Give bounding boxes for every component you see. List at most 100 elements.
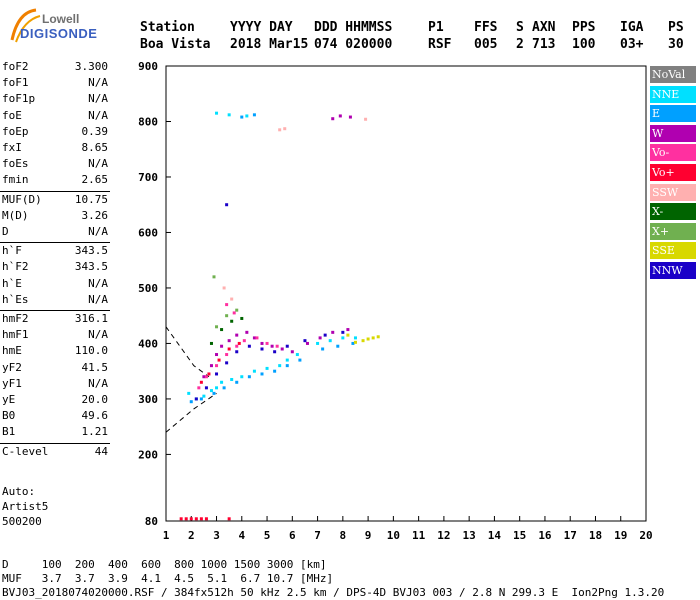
param-value: 316.1 [74,312,108,325]
data-point-vo+ [194,517,198,521]
footer-distance-row: D 100 200 400 600 800 1000 1500 3000 [km… [2,558,327,571]
data-point-e [189,400,193,404]
x-tick-label: 17 [564,529,577,542]
param-value: N/A [88,276,108,290]
param-value: N/A [88,292,108,306]
data-point-nne [215,111,219,115]
legend-item-e: E [650,105,696,123]
data-point-x+ [212,275,216,279]
x-tick-label: 19 [614,529,627,542]
param-row: M(D) 3.26 [2,209,108,225]
param-key: MUF(D) [2,192,42,206]
data-point-e [321,347,325,351]
data-point-e [240,115,244,119]
data-point-sse [371,336,375,340]
param-key: fxI [2,141,22,154]
data-point-nne [215,386,219,390]
data-point-nne [265,366,269,370]
param-key: B1 [2,425,16,439]
x-tick-label: 16 [538,529,552,542]
data-point-sse [376,335,380,339]
data-point-nne [353,336,357,340]
data-point-nnw [341,330,345,334]
param-row: yF1 N/A [2,377,108,393]
data-point-vo+ [199,517,203,521]
param-key: foF1 [2,76,29,90]
param-key: h`F [2,244,22,258]
data-point-e [336,344,340,348]
data-point-w [202,375,206,379]
param-row: fxI 8.65 [2,141,108,157]
legend-item-ssw: SSW [650,183,696,201]
legend-item-nne: NNE [650,85,696,103]
header-value-8: 03+ [620,37,644,52]
x-tick-label: 10 [387,529,400,542]
header-value-7: 100 [572,37,596,52]
auto-line3: 500200 [2,515,42,528]
x-tick-label: 1 [163,529,170,542]
data-point-w [245,330,249,334]
data-point-w [209,364,213,368]
header-value-5: 2 [516,37,524,52]
data-point-nne [341,336,345,340]
y-tick-label: 800 [138,115,158,128]
data-point-x- [209,341,213,345]
param-row: hmF1 N/A [2,328,108,344]
data-point-nne [230,378,234,382]
legend-item-x-: X- [650,203,696,221]
param-separator [0,442,110,444]
x-tick-label: 20 [639,529,652,542]
param-row: h`F 343.5 [2,244,108,260]
param-row: foF2 3.300 [2,60,108,76]
data-point-vo+ [189,517,193,521]
param-row: foE N/A [2,109,108,125]
data-point-vo+ [199,380,203,384]
param-key: foEp [2,124,29,138]
param-row: h`Es N/A [2,293,108,309]
legend-item-vo-: Vo- [650,144,696,162]
footer-file-row: BVJ03_2018074020000.RSF / 384fx512h 50 k… [2,586,665,599]
param-key: hmF2 [2,312,29,325]
param-row: yF2 41.5 [2,361,108,377]
param-value: N/A [88,157,108,171]
x-tick-label: 9 [365,529,372,542]
header-label-8: IGA [620,20,644,35]
param-row: B0 49.6 [2,409,108,425]
header-label-4: FFS [474,20,498,35]
data-point-nne [316,341,320,345]
data-point-nnw [194,397,198,401]
data-point-vo+ [179,517,183,521]
param-value: 41.5 [81,360,109,374]
param-row: B1 1.21 [2,425,108,441]
x-tick-label: 4 [238,529,245,542]
data-point-e [285,364,289,368]
data-point-nnw [303,339,307,343]
param-row: foF1p N/A [2,92,108,108]
param-value: 44 [94,444,108,458]
data-point-ssw [278,128,282,132]
data-point-sse [346,333,350,337]
param-key: M(D) [2,208,29,222]
header-value-3: RSF [428,37,452,52]
data-point-vo- [197,386,201,390]
y-tick-label: 600 [138,226,158,239]
param-separator [0,310,110,311]
x-tick-label: 11 [412,529,426,542]
param-row: yE 20.0 [2,393,108,409]
header-value-6: 713 [532,37,556,52]
data-point-w [331,330,335,334]
param-value: N/A [88,76,108,90]
param-key: yF1 [2,376,22,390]
legend-item-nnw: NNW [650,262,696,279]
data-point-vo- [235,344,239,348]
data-point-ssw [222,286,226,290]
data-point-w [290,350,294,354]
param-value: 0.39 [81,124,109,138]
param-key: yE [2,393,16,406]
param-value: N/A [88,225,108,238]
param-separator [0,242,110,244]
param-value: 8.65 [81,141,109,154]
y-tick-label: 80 [145,515,158,528]
data-point-vo- [242,339,246,343]
